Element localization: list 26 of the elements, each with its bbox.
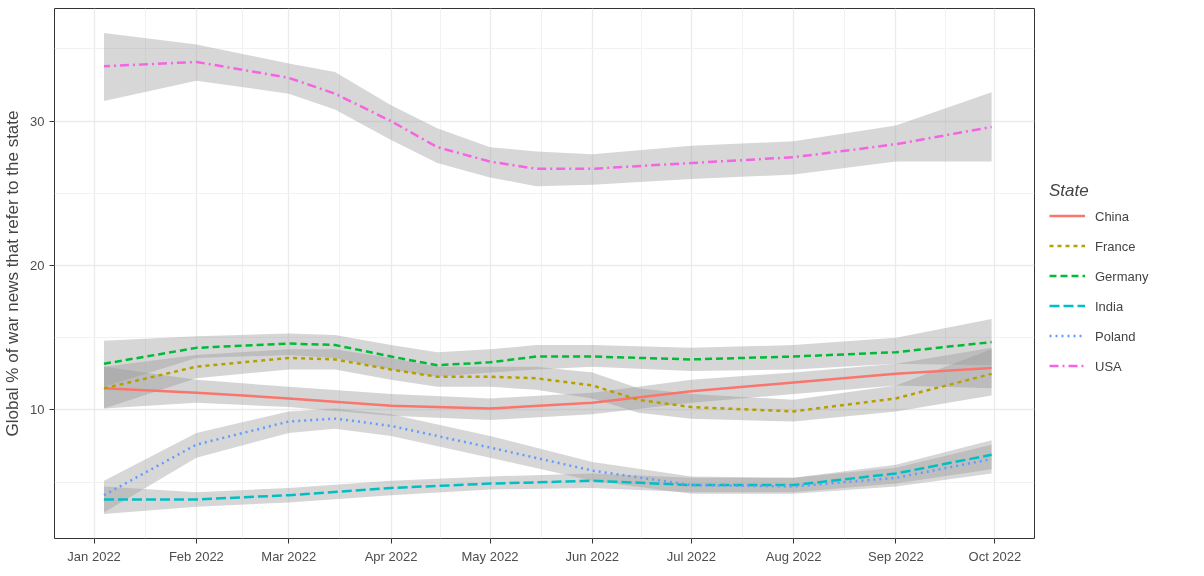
legend-label: USA (1095, 358, 1122, 373)
line-series (102, 60, 993, 171)
x-tick-label: Apr 2022 (364, 548, 418, 564)
line-series (102, 453, 993, 501)
x-tick-label: Jun 2022 (565, 548, 620, 564)
line-series (102, 356, 993, 413)
legend-label: France (1095, 238, 1136, 253)
y-tick-label: 30 (30, 113, 45, 129)
x-tick-label: Mar 2022 (261, 548, 317, 564)
x-tick-label: Jan 2022 (67, 548, 121, 564)
x-tick-label: Aug 2022 (765, 548, 822, 564)
legend-title: State (1049, 180, 1090, 201)
x-tick-label: Feb 2022 (168, 548, 224, 564)
y-tick-label: 20 (30, 258, 45, 274)
x-tick-label: May 2022 (461, 548, 519, 564)
legend-label: Poland (1095, 328, 1136, 343)
legend-label: Germany (1095, 268, 1149, 283)
legend-label: China (1095, 208, 1129, 223)
y-tick-label: 10 (30, 402, 45, 418)
line-series (102, 366, 993, 410)
x-tick-label: Oct 2022 (968, 548, 1022, 564)
legend-label: India (1095, 298, 1124, 313)
line-series (102, 340, 993, 367)
x-tick-label: Sep 2022 (868, 548, 924, 564)
y-axis-title: Global % of war news that refer to the state (3, 110, 23, 437)
x-tick-label: Jul 2022 (666, 548, 716, 564)
